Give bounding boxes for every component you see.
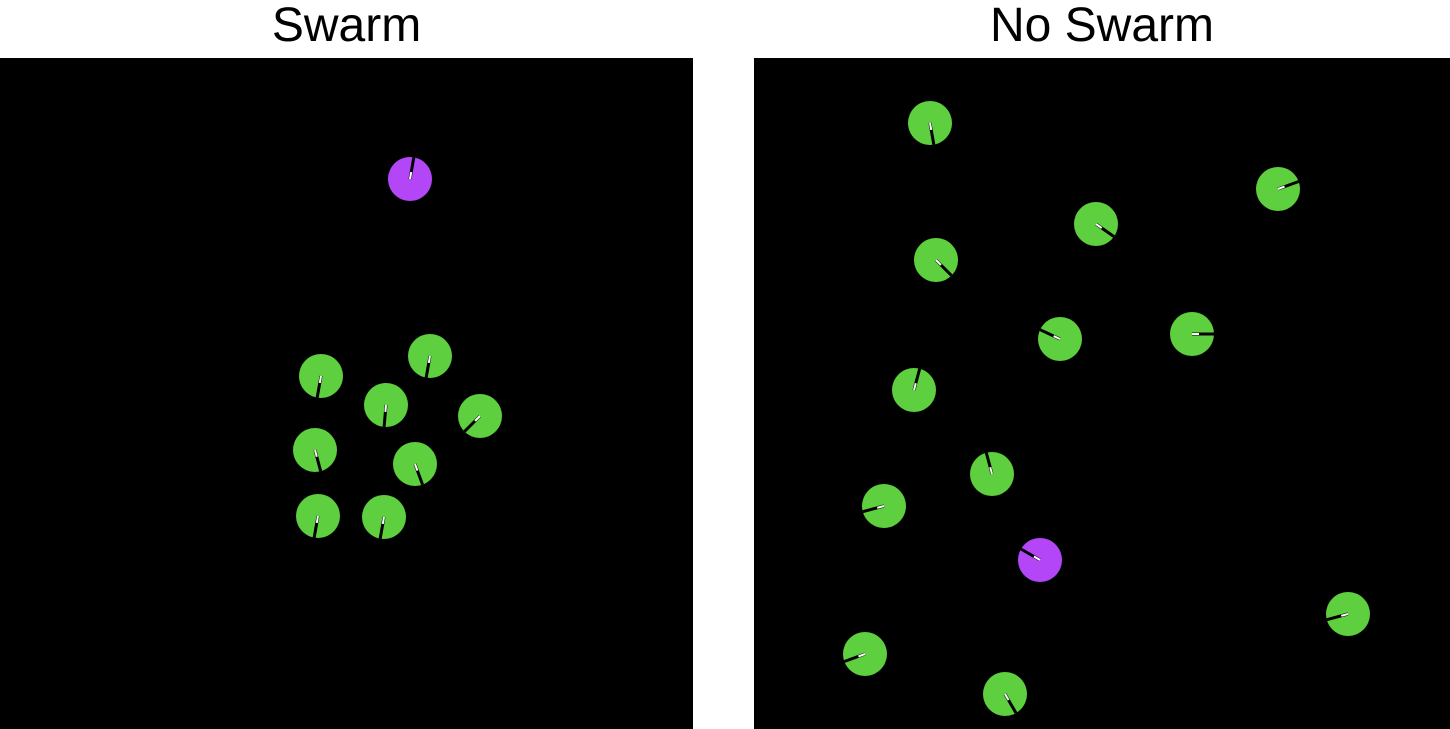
arena-no-swarm (754, 58, 1450, 729)
agent-center-mark (315, 515, 319, 524)
swarm-agent (1256, 167, 1300, 211)
swarm-agent (983, 672, 1027, 716)
swarm-agent (293, 428, 337, 472)
swarm-agent (908, 101, 952, 145)
swarm-agent (914, 238, 958, 282)
arena-no-swarm-canvas (843, 101, 1370, 716)
swarm-agent (970, 452, 1014, 496)
agent-center-mark (409, 171, 413, 180)
agent-center-mark (381, 516, 385, 525)
swarm-agent (408, 334, 452, 378)
swarm-agent (296, 494, 340, 538)
agent-center-mark (989, 466, 993, 475)
agent-center-mark (913, 382, 917, 391)
agent-center-mark (318, 375, 322, 384)
agent-center-mark (876, 505, 885, 509)
target-agent (388, 157, 432, 201)
agent-center-mark (474, 415, 481, 422)
panel-title-no-swarm: No Swarm (989, 0, 1215, 52)
agent-center-mark (427, 355, 431, 364)
agent-center-mark (1340, 613, 1349, 617)
agent-center-mark (1277, 185, 1285, 190)
swarm-agent (299, 354, 343, 398)
arena-swarm (0, 58, 693, 729)
agent-center-mark (1095, 223, 1103, 229)
agent-center-mark (858, 653, 866, 658)
swarm-agent (393, 442, 437, 486)
swarm-agent (1074, 202, 1118, 246)
agent-center-mark (384, 404, 387, 413)
swarm-agent (892, 368, 936, 412)
swarm-agent (1038, 317, 1082, 361)
agent-center-mark (1033, 555, 1041, 561)
agent-center-mark (935, 259, 942, 266)
swarm-agent (364, 383, 408, 428)
swarm-agent (362, 495, 406, 539)
arena-swarm-canvas (293, 157, 502, 539)
panel-title-swarm: Swarm (271, 0, 422, 52)
swarm-agent (458, 394, 502, 438)
target-agent (1018, 538, 1062, 582)
agent-center-mark (414, 463, 419, 471)
agent-center-mark (929, 122, 933, 131)
swarm-agent (843, 632, 887, 676)
agent-center-mark (1004, 693, 1010, 701)
swarm-agent (1326, 592, 1370, 636)
agent-center-mark (1053, 335, 1061, 340)
agent-center-mark (314, 449, 318, 458)
swarm-agent (1170, 312, 1214, 356)
swarm-agent (862, 484, 906, 528)
